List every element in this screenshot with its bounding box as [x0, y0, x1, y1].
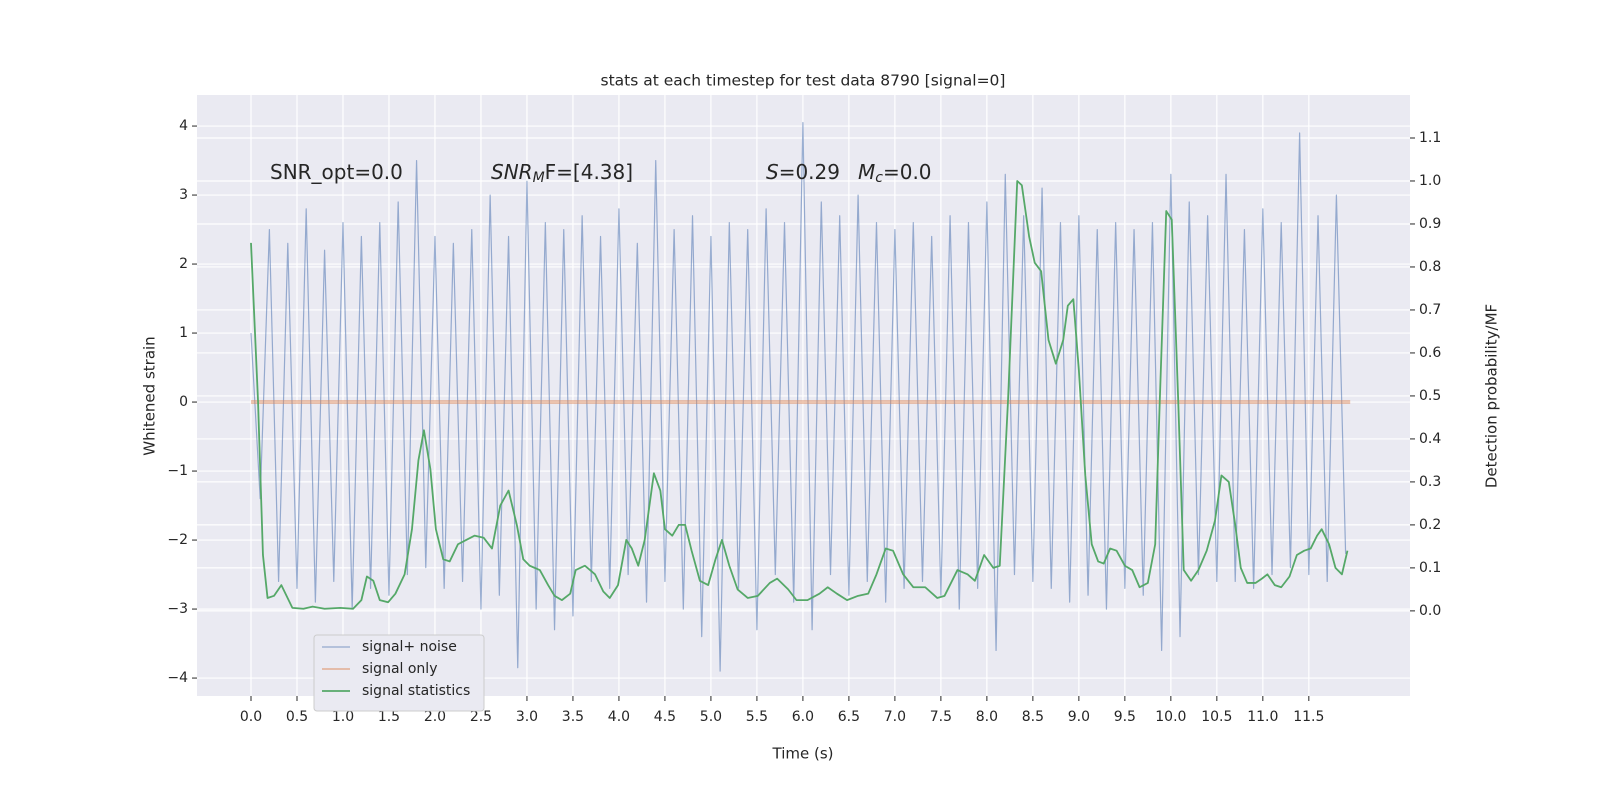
x-tick-label: 8.5: [1022, 709, 1044, 725]
annotation: S=0.29: [766, 160, 840, 184]
series-line: [250, 122, 1347, 672]
x-tick-label: 1.0: [332, 709, 354, 725]
annotation-text: =0.0: [883, 160, 932, 184]
y2-tick-label: 0.3: [1419, 474, 1441, 490]
x-tick-label: 11.5: [1293, 709, 1324, 725]
data-layer: [250, 122, 1351, 672]
axes: 0.0 0.5 1.0 1.5 2.0 2.5 3.0 3.5 4.0 4.5 5.0 5.5 6.0 6…: [167, 118, 1441, 725]
annotation-italic: M: [858, 160, 875, 184]
y-tick-label: 0: [179, 394, 188, 410]
x-tick-label: 1.5: [378, 709, 400, 725]
x-tick-label: 0.0: [240, 709, 262, 725]
y-tick-label: 1: [179, 325, 188, 341]
y2-tick-label: 0.4: [1419, 431, 1441, 447]
x-tick-label: 7.5: [930, 709, 952, 725]
x-tick-label: 6.0: [792, 709, 814, 725]
annotation-italic: SNR: [491, 160, 533, 184]
y2-tick-label: 0.5: [1419, 388, 1441, 404]
x-tick-label: 11.0: [1247, 709, 1278, 725]
y2-tick-label: 0.6: [1419, 345, 1441, 361]
annotation: SNRMF=[4.38]: [491, 160, 633, 187]
series-line: [250, 180, 1349, 610]
x-tick-label: 3.5: [562, 709, 584, 725]
y2-tick-label: 0.0: [1419, 603, 1441, 619]
x-tick-label: 0.5: [286, 709, 308, 725]
y2-tick-label: 0.8: [1419, 259, 1441, 275]
y2-tick-label: 0.9: [1419, 216, 1441, 232]
x-tick-label: 2.5: [470, 709, 492, 725]
x-tick-label: 6.5: [838, 709, 860, 725]
y-tick-label: 2: [179, 256, 188, 272]
y-tick-label: −3: [167, 601, 188, 617]
x-tick-label: 9.5: [1114, 709, 1136, 725]
x-tick-label: 7.0: [884, 709, 906, 725]
legend-label: signal+ noise: [362, 639, 457, 655]
annotation: SNR_opt=0.0: [270, 160, 403, 184]
y-axis-label: Whitened strain: [141, 336, 159, 455]
annotation-subscript: M: [533, 170, 545, 186]
y2-tick-label: 0.2: [1419, 517, 1441, 533]
x-axis-label: Time (s): [772, 745, 834, 763]
x-tick-label: 4.0: [608, 709, 630, 725]
y2-tick-label: 0.7: [1419, 302, 1441, 318]
y2-tick-label: 1.0: [1419, 173, 1441, 189]
y2-tick-label: 1.1: [1419, 130, 1441, 146]
y-tick-label: −1: [167, 463, 188, 479]
x-tick-label: 5.5: [746, 709, 768, 725]
x-tick-label: 5.0: [700, 709, 722, 725]
legend-label: signal only: [362, 661, 437, 677]
x-tick-label: 3.0: [516, 709, 538, 725]
y-tick-label: −2: [167, 532, 188, 548]
annotation-text: =0.29: [779, 160, 840, 184]
chart-title: stats at each timestep for test data 879…: [601, 72, 1006, 90]
y-tick-label: 4: [179, 118, 188, 134]
x-tick-label: 9.0: [1068, 709, 1090, 725]
y2-axis-label: Detection probability/MF: [1483, 304, 1501, 488]
legend-box: [313, 634, 485, 712]
annotation: Mc=0.0: [858, 160, 932, 187]
y2-tick-label: 0.1: [1419, 560, 1441, 576]
y-tick-label: −4: [167, 670, 188, 686]
annotation-italic: S: [766, 160, 779, 184]
x-tick-label: 2.0: [424, 709, 446, 725]
x-tick-label: 10.0: [1155, 709, 1186, 725]
x-tick-label: 4.5: [654, 709, 676, 725]
annotation-subscript: c: [875, 170, 883, 186]
annotation-text: F=[4.38]: [545, 160, 633, 184]
legend-label: signal statistics: [362, 683, 470, 699]
grid: [197, 95, 1410, 696]
y-tick-label: 3: [179, 187, 188, 203]
annotation-text: SNR_opt=0.0: [270, 160, 403, 184]
x-tick-label: 8.0: [976, 709, 998, 725]
x-tick-label: 10.5: [1201, 709, 1232, 725]
